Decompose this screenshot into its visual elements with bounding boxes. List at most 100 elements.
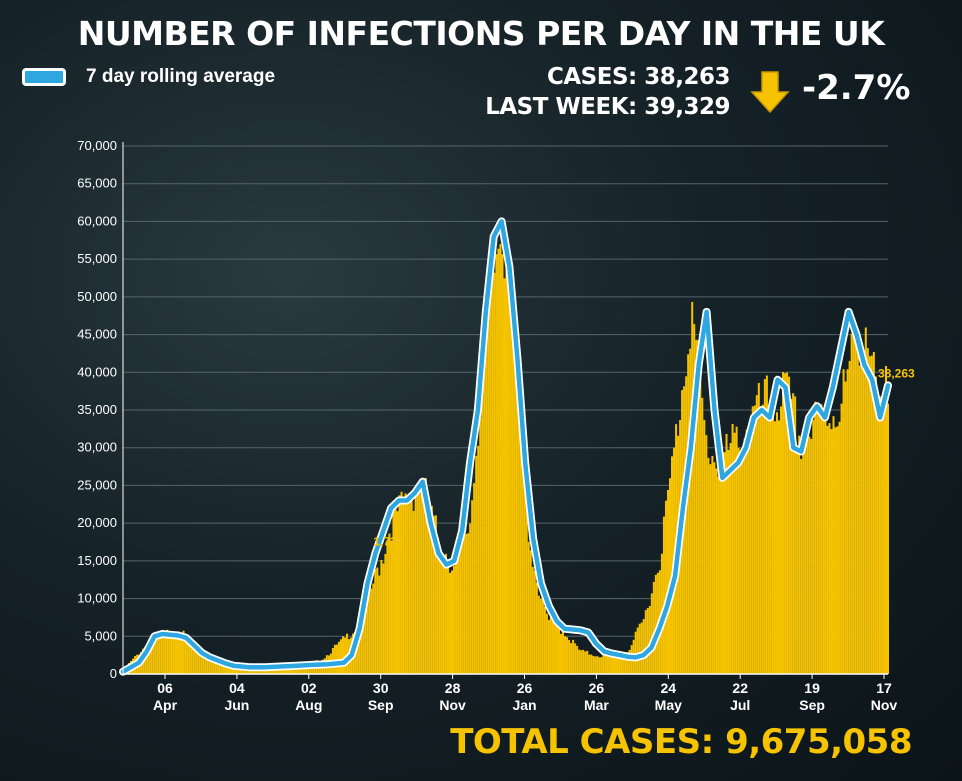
x-tick-month: Aug (295, 697, 322, 713)
daily-bar (150, 640, 153, 674)
daily-bar (830, 429, 833, 674)
daily-bars (121, 244, 890, 675)
daily-bar (832, 416, 835, 674)
daily-bar (638, 623, 641, 674)
value-annotation: 1,735 (373, 534, 403, 548)
daily-bar (392, 509, 395, 674)
daily-bar (162, 630, 165, 674)
daily-bar (378, 575, 381, 674)
x-tick-month: Nov (871, 697, 898, 713)
legend: 7 day rolling average (22, 66, 275, 88)
daily-bar (459, 540, 462, 674)
x-tick-month: Apr (153, 697, 178, 713)
daily-bar (786, 372, 789, 674)
y-tick-label: 10,000 (77, 591, 117, 606)
daily-bar (337, 641, 340, 674)
x-tick-day: 28 (445, 680, 461, 696)
daily-bar (618, 655, 621, 674)
daily-bar (614, 655, 617, 674)
daily-bar (230, 666, 234, 674)
daily-bar (860, 342, 863, 674)
daily-bar (360, 624, 363, 674)
daily-bar (826, 425, 829, 674)
daily-bar (775, 412, 778, 674)
daily-bar (239, 667, 242, 674)
daily-bar (844, 381, 847, 674)
daily-bar (176, 635, 179, 674)
daily-bar (564, 636, 567, 674)
last-week-row: LAST WEEK: 39,329 (485, 92, 730, 122)
daily-bar (208, 660, 211, 674)
daily-bar (410, 496, 413, 674)
daily-bar (751, 406, 754, 674)
daily-bar (200, 653, 203, 674)
daily-bar (333, 644, 336, 674)
x-tick-month: May (655, 697, 682, 713)
daily-bar (703, 419, 706, 674)
daily-bar (461, 538, 464, 674)
daily-bar (400, 491, 403, 674)
daily-bar (174, 633, 177, 674)
daily-bar (368, 586, 371, 674)
daily-bar (685, 376, 688, 674)
daily-bar (820, 404, 823, 674)
daily-bar (455, 557, 458, 674)
daily-bar (412, 510, 415, 674)
daily-bar (782, 371, 785, 674)
daily-bar (457, 547, 460, 674)
x-tick-month: Sep (799, 697, 825, 713)
daily-bar (850, 333, 853, 674)
daily-bar (868, 356, 871, 674)
daily-bar (188, 640, 191, 674)
stats-panel: CASES: 38,263 LAST WEEK: 39,329 (485, 62, 730, 122)
daily-bar (765, 375, 768, 674)
daily-bar (872, 351, 875, 674)
daily-bar (671, 456, 674, 674)
daily-bar (479, 418, 482, 674)
daily-bar (715, 468, 718, 674)
daily-bar (527, 541, 530, 674)
daily-bar (620, 653, 623, 674)
x-tick-month: Nov (439, 697, 466, 713)
daily-bar (166, 629, 169, 674)
daily-bar (342, 636, 345, 674)
daily-bar (848, 360, 851, 674)
y-tick-label: 0 (110, 666, 117, 681)
y-tick-label: 25,000 (77, 477, 117, 492)
daily-bar (874, 376, 877, 674)
daily-bar (493, 272, 496, 674)
daily-bar (812, 419, 815, 674)
daily-bar (784, 373, 787, 674)
daily-bar (711, 455, 714, 674)
daily-bar (796, 448, 799, 674)
daily-bar (178, 635, 181, 674)
daily-bar (580, 650, 583, 674)
daily-bar (828, 423, 831, 674)
daily-bar (606, 655, 609, 674)
daily-bar (755, 395, 758, 674)
daily-bar (798, 435, 801, 674)
daily-bar (666, 490, 669, 674)
daily-bar (216, 661, 219, 674)
daily-bar (652, 581, 655, 674)
legend-label: 7 day rolling average (86, 66, 276, 87)
daily-bar (634, 631, 637, 674)
daily-bar (737, 447, 740, 674)
daily-bar (771, 408, 774, 674)
daily-bar (358, 625, 361, 674)
daily-bar (489, 270, 492, 674)
daily-bar (578, 649, 581, 674)
daily-bar (339, 639, 343, 674)
x-tick-month: Sep (368, 697, 394, 713)
daily-bar (222, 663, 225, 674)
daily-bar (553, 620, 556, 674)
y-tick-label: 60,000 (77, 213, 117, 228)
daily-bar (602, 654, 605, 674)
daily-bar (719, 461, 722, 674)
daily-bar (241, 667, 244, 674)
daily-bar (586, 650, 589, 674)
daily-bar (501, 254, 504, 675)
x-tick-day: 02 (301, 680, 317, 696)
total-cases-value: 9,675,058 (725, 722, 912, 762)
cases-value: 38,263 (644, 64, 730, 90)
